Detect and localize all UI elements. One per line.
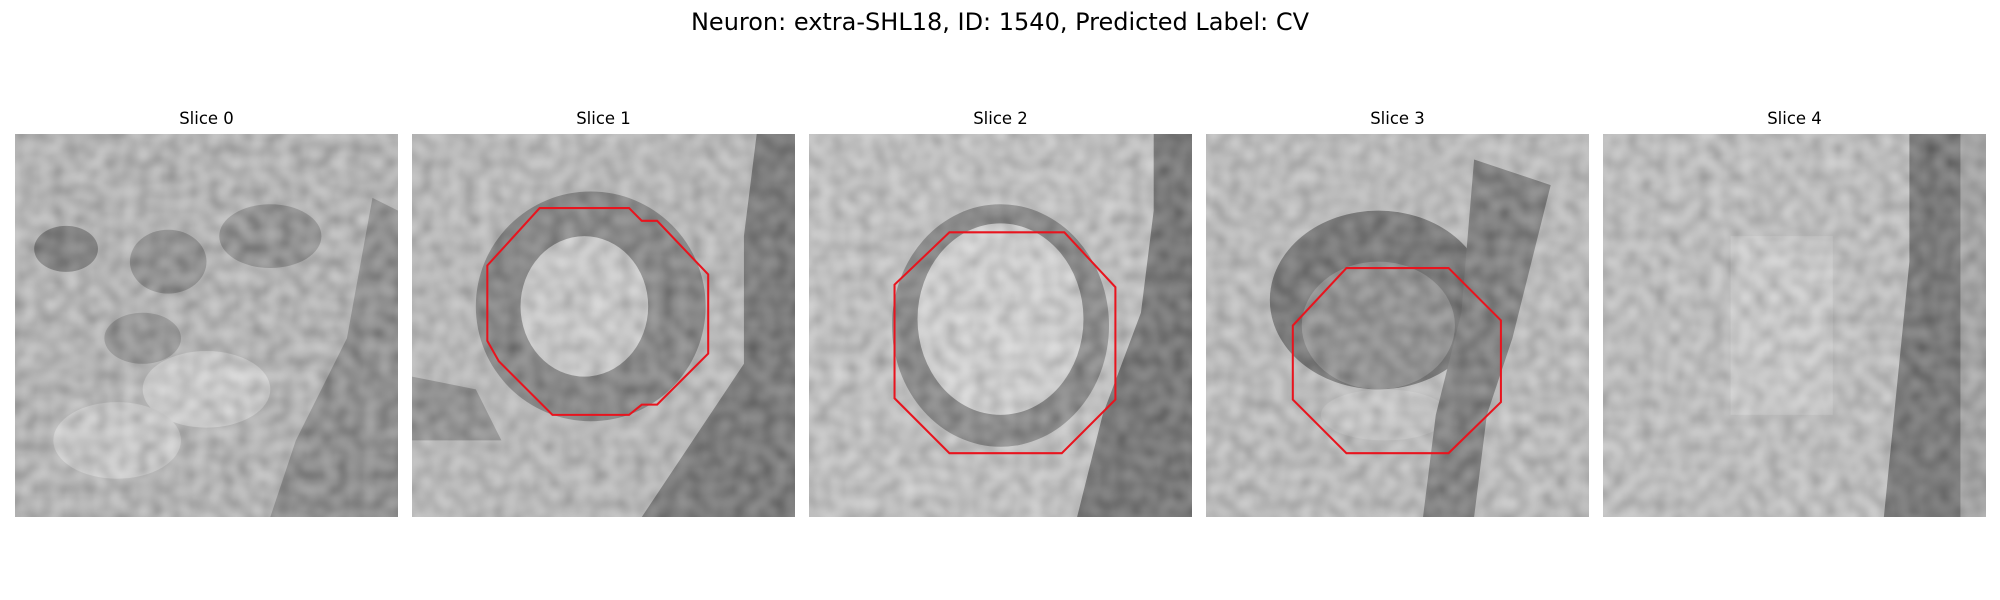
slice-panel-1: Slice 1 [412,108,795,517]
slice-image-1 [412,134,795,517]
slice-panel-2: Slice 2 [809,108,1192,517]
slice-title: Slice 3 [1370,109,1425,128]
slice-panel-3: Slice 3 [1206,108,1589,517]
slice-title: Slice 0 [179,109,234,128]
slice-image-0 [15,134,398,517]
slice-title: Slice 4 [1767,109,1822,128]
slice-image-3 [1206,134,1589,517]
slice-image-4 [1603,134,1986,517]
slice-title: Slice 2 [973,109,1028,128]
slice-panel-0: Slice 0 [15,108,398,517]
slice-panel-4: Slice 4 [1603,108,1986,517]
slice-title: Slice 1 [576,109,631,128]
slice-image-2 [809,134,1192,517]
figure-title: Neuron: extra-SHL18, ID: 1540, Predicted… [690,8,1310,36]
